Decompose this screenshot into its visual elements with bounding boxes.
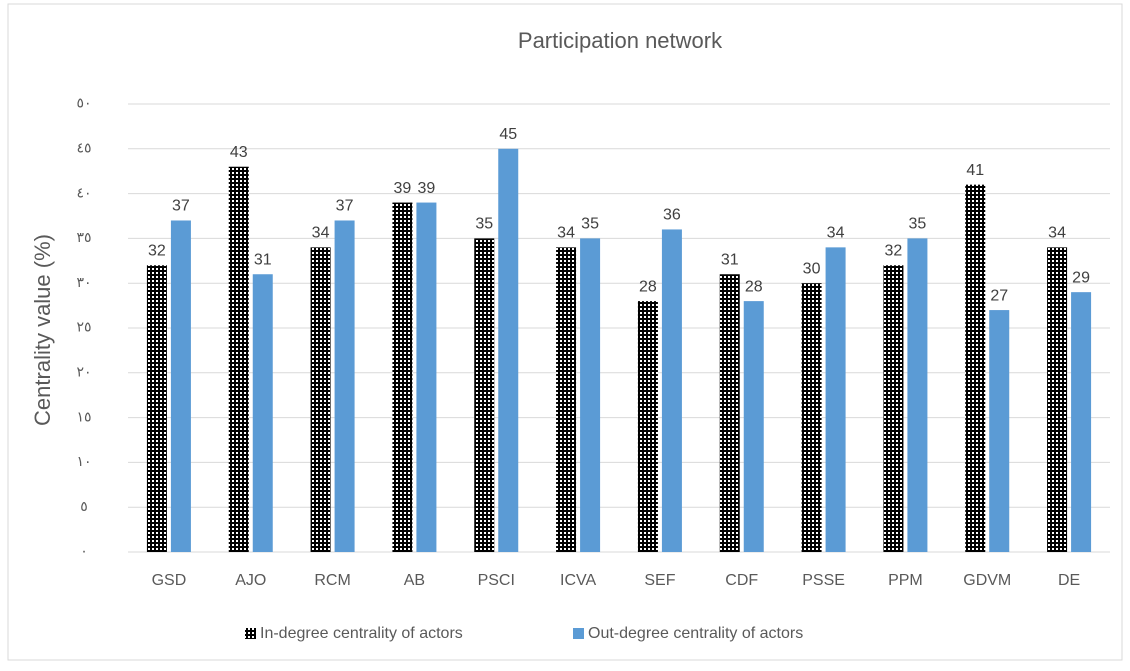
y-tick-label: ١٥ [76, 408, 91, 424]
x-tick-label: AJO [235, 572, 266, 589]
y-tick-label: ٠ [80, 543, 88, 559]
y-tick-label: ٤٠ [76, 184, 91, 200]
y-tick-label: ٢٥ [76, 319, 91, 335]
bar [146, 265, 167, 552]
value-label: 28 [639, 278, 657, 295]
value-label: 37 [336, 198, 354, 215]
x-tick-label: PSSE [802, 572, 845, 589]
bar [334, 220, 355, 553]
x-tick-label: CDF [725, 572, 758, 589]
bar [580, 238, 601, 552]
bar [907, 238, 928, 552]
y-axis-label: Centrality value (%) [30, 234, 55, 426]
value-label: 29 [1072, 269, 1090, 286]
y-tick-label: ٢٠ [76, 364, 91, 380]
bar [989, 310, 1010, 552]
bar [719, 274, 740, 552]
value-label: 35 [475, 216, 493, 233]
bar [1047, 247, 1068, 553]
y-tick-label: ٣٥ [76, 229, 91, 245]
bar [498, 148, 519, 553]
bar [310, 247, 331, 553]
y-tick-label: ١٠ [76, 453, 91, 469]
x-tick-label: AB [404, 572, 425, 589]
value-label: 37 [172, 198, 190, 215]
bar [801, 283, 822, 552]
x-tick-label: GSD [152, 572, 187, 589]
value-label: 39 [418, 180, 436, 197]
value-label: 34 [557, 225, 575, 242]
bar [556, 247, 577, 553]
value-label: 32 [885, 242, 903, 259]
value-label: 34 [827, 225, 845, 242]
chart-title: Participation network [518, 28, 723, 53]
legend-swatch [573, 628, 584, 639]
value-label: 31 [254, 251, 272, 268]
value-label: 35 [909, 216, 927, 233]
bar [392, 202, 413, 552]
value-label: 35 [581, 216, 599, 233]
value-label: 27 [990, 287, 1008, 304]
value-label: 41 [966, 162, 984, 179]
value-label: 31 [721, 251, 739, 268]
legend-label: In-degree centrality of actors [260, 625, 463, 642]
value-label: 28 [745, 278, 763, 295]
bar [883, 265, 904, 552]
value-label: 36 [663, 207, 681, 224]
x-tick-label: ICVA [560, 572, 596, 589]
x-tick-label: PPM [888, 572, 923, 589]
x-tick-label: RCM [314, 572, 350, 589]
y-tick-label: ٥٠ [76, 95, 91, 111]
value-label: 43 [230, 144, 248, 161]
y-tick-label: ٣٠ [76, 274, 91, 290]
bar [825, 247, 846, 553]
x-tick-label: PSCI [478, 572, 515, 589]
y-tick-label: ٤٥ [76, 140, 91, 156]
value-label: 39 [394, 180, 412, 197]
bar [743, 301, 764, 552]
bar [1071, 292, 1092, 552]
bar [228, 166, 249, 552]
value-label: 34 [312, 225, 330, 242]
y-tick-label: ٥ [80, 498, 88, 514]
bar [661, 229, 682, 552]
bar [474, 238, 495, 552]
bar [416, 202, 437, 552]
legend-swatch [245, 628, 256, 639]
value-label: 34 [1048, 225, 1066, 242]
value-label: 32 [148, 242, 166, 259]
bar [252, 274, 273, 552]
legend-label: Out-degree centrality of actors [588, 625, 803, 642]
x-tick-label: DE [1058, 572, 1080, 589]
x-tick-label: SEF [644, 572, 675, 589]
value-label: 45 [499, 126, 517, 143]
bar [637, 301, 658, 552]
value-label: 30 [803, 260, 821, 277]
x-tick-label: GDVM [963, 572, 1011, 589]
bar [965, 184, 986, 552]
bar [170, 220, 191, 553]
